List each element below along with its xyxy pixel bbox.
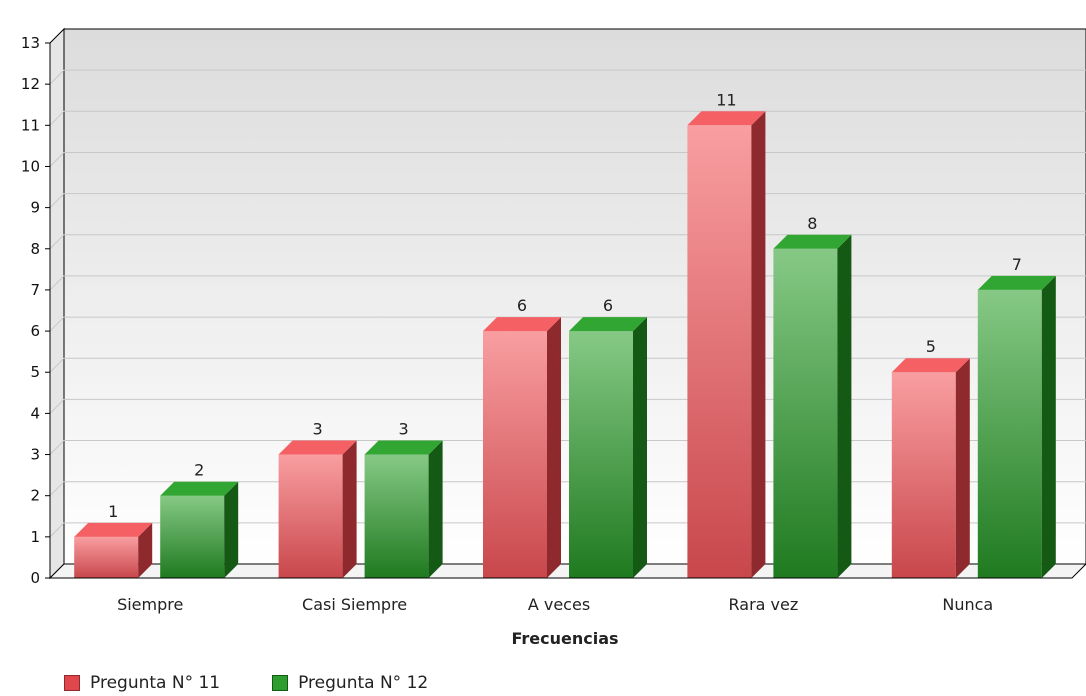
x-tick-label: Siempre xyxy=(117,595,183,614)
bar-side xyxy=(224,481,239,578)
data-label: 5 xyxy=(926,337,936,356)
data-label: 3 xyxy=(313,420,323,439)
data-label: 11 xyxy=(716,90,736,109)
y-tick-label: 10 xyxy=(21,157,40,175)
legend-item[interactable]: Pregunta N° 11 xyxy=(64,673,220,693)
bar-top xyxy=(160,481,239,496)
bar xyxy=(687,111,766,579)
bar-top xyxy=(74,522,153,537)
bar xyxy=(160,481,239,578)
y-tick-label: 0 xyxy=(30,569,40,587)
bar-side xyxy=(1041,275,1056,578)
legend-swatch xyxy=(272,675,289,691)
bar-front xyxy=(773,248,838,578)
bar-front xyxy=(569,331,633,578)
bar xyxy=(278,440,357,578)
bar-top xyxy=(773,234,852,249)
bar-front xyxy=(160,495,225,578)
bar-front xyxy=(278,454,343,578)
bar xyxy=(364,440,443,578)
x-axis: Siempre Casi Siempre A veces Rara vez Nunca xyxy=(50,577,1072,614)
legend-label: Pregunta N° 12 xyxy=(298,673,429,693)
legend-item[interactable]: Pregunta N° 12 xyxy=(272,673,428,693)
bar-side xyxy=(955,358,970,578)
bar-side xyxy=(751,111,766,579)
gridline xyxy=(49,69,1086,85)
bar-front xyxy=(74,536,139,578)
bar-side xyxy=(428,440,443,578)
bars: 1 2 3 3 6 6 11 8 5 7 xyxy=(74,90,1056,579)
bar-side xyxy=(633,317,647,578)
side-wall xyxy=(49,27,65,580)
x-tick-label: Nunca xyxy=(942,595,993,614)
bar-top xyxy=(687,111,766,126)
y-tick-label: 4 xyxy=(30,404,40,422)
x-tick-label: Rara vez xyxy=(729,595,799,614)
y-tick-label: 2 xyxy=(30,487,40,505)
bar-side xyxy=(138,522,153,578)
y-tick-label: 13 xyxy=(21,34,40,52)
y-tick-label: 6 xyxy=(30,322,40,340)
bar-front xyxy=(483,331,547,578)
data-label: 2 xyxy=(194,461,204,480)
data-label: 1 xyxy=(108,502,118,521)
y-tick-label: 5 xyxy=(30,363,40,381)
bar-front xyxy=(687,125,752,579)
data-label: 7 xyxy=(1012,255,1022,274)
bar-front xyxy=(891,372,956,578)
bar xyxy=(891,358,970,578)
legend: Pregunta N° 11 Pregunta N° 12 xyxy=(64,673,428,693)
legend-label: Pregunta N° 11 xyxy=(90,673,221,693)
bar xyxy=(483,317,561,578)
data-label: 6 xyxy=(603,296,613,315)
data-label: 3 xyxy=(399,420,409,439)
legend-swatch xyxy=(64,675,80,691)
bar xyxy=(569,317,647,578)
bar-top xyxy=(569,317,647,332)
x-tick-label: A veces xyxy=(528,595,590,614)
y-tick-label: 9 xyxy=(30,199,40,217)
bar-top xyxy=(364,440,443,455)
y-tick-label: 1 xyxy=(30,528,40,546)
data-label: 6 xyxy=(517,296,527,315)
data-label: 8 xyxy=(807,214,817,233)
bar-top xyxy=(977,275,1056,290)
bar xyxy=(977,275,1056,578)
y-tick-label: 12 xyxy=(21,75,40,93)
bar-front xyxy=(364,454,429,578)
bar-side xyxy=(837,234,852,578)
bar-top xyxy=(891,358,970,373)
bar-side xyxy=(547,317,561,578)
y-tick-label: 3 xyxy=(30,446,40,464)
bar-front xyxy=(977,289,1042,578)
y-tick-label: 8 xyxy=(30,240,40,258)
x-tick-label: Casi Siempre xyxy=(302,595,407,614)
bar xyxy=(74,522,153,578)
y-tick-label: 7 xyxy=(30,281,40,299)
bar-side xyxy=(342,440,357,578)
x-axis-title: Frecuencias xyxy=(511,629,618,648)
y-tick-label: 11 xyxy=(21,116,40,134)
bar xyxy=(773,234,852,578)
bar-top xyxy=(278,440,357,455)
bar-top xyxy=(483,317,561,332)
